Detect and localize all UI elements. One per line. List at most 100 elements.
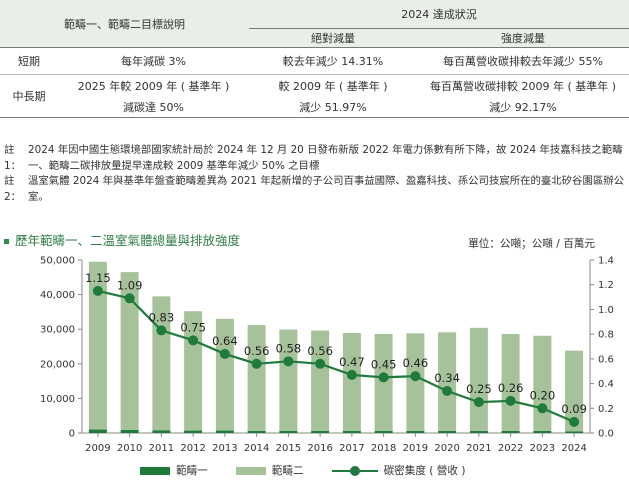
x-tick-label: 2020 [434,443,459,454]
right-tick-label: 0.6 [598,354,614,365]
mid-intensity-line2: 減少 92.17% [417,96,629,118]
bar-scope1 [406,430,425,433]
intensity-data-label: 1.09 [117,278,143,292]
intensity-point [410,371,421,382]
chart-legend: 範疇一 範疇二 碳密集度 ( 營收 ) [140,463,494,478]
x-tick-label: 2009 [85,443,110,454]
x-tick-label: 2011 [149,443,174,454]
chart-units: 單位：公噸；公噸 / 百萬元 [468,238,595,250]
bar-scope2 [374,334,393,431]
bar-scope1 [279,430,298,433]
bar-scope1 [215,430,234,433]
table-subheader-absolute: 絕對減量 [249,28,417,48]
x-tick-label: 2019 [403,443,428,454]
bar-scope2 [120,272,139,430]
x-tick-label: 2021 [466,443,491,454]
x-tick-label: 2023 [530,443,555,454]
legend-intensity: 碳密集度 ( 營收 ) [331,463,466,478]
legend-scope2-label: 範疇二 [271,465,304,477]
right-tick-label: 0.2 [598,404,614,415]
bar-scope2 [438,332,457,431]
intensity-point [156,325,167,336]
legend-scope1-swatch [140,466,170,475]
right-tick-label: 1.4 [598,256,614,267]
mid-target-line2: 減碳達 50% [58,96,249,118]
bar-scope1 [374,430,393,433]
bar-scope1 [88,429,107,433]
bar-scope1 [311,430,330,433]
bar-scope1 [469,430,488,433]
intensity-point [283,356,294,367]
emissions-chart: 0 10,000 20,000 30,000 40,000 50,000 0.0 0.2 0.4… [40,256,614,455]
intensity-data-label: 0.26 [498,381,524,395]
left-tick-label: 30,000 [40,325,75,336]
intensity-data-label: 0.25 [466,382,492,396]
x-tick-label: 2017 [339,443,364,454]
intensity-data-label: 0.56 [307,344,333,358]
short-intensity: 每百萬營收碳排較去年減少 55% [417,47,629,75]
bar-scope2 [279,329,298,431]
footnote-text: 溫室氣體 2024 年與基準年盤查範疇差異為 2021 年起新增的子公司百事益國… [28,175,625,203]
intensity-data-label: 0.46 [403,356,429,370]
bar-scope1 [342,430,361,433]
mid-absolute-line1: 較 2009 年 ( 基準年 ) [278,79,388,93]
right-tick-label: 1.0 [598,305,614,316]
right-tick-label: 0.8 [598,330,614,341]
targets-table: 範疇一、範疇二目標說明 2024 達成狀況 絕對減量 強度減量 短期 每年減碳 … [0,0,629,118]
x-tick-label: 2014 [244,443,269,454]
legend-intensity-swatch [331,465,378,476]
mid-absolute-line2: 減少 51.97% [249,96,417,118]
table-header-status: 2024 達成狀況 [249,0,629,29]
footnote-text: 2024 年因中國生態環境部國家統計局於 2024 年 12 月 20 日發布新… [28,144,623,172]
bar-scope1 [438,430,457,433]
mid-target-line1: 2025 年較 2009 年 ( 基準年 ) [77,79,230,93]
intensity-point [378,372,389,383]
intensity-point [219,348,230,359]
intensity-data-label: 0.75 [180,320,206,334]
bar-scope1 [152,430,171,433]
x-tick-label: 2024 [561,443,586,454]
legend-scope2-swatch [235,466,266,475]
bar-scope2 [565,350,584,432]
table-subheader-intensity: 強度減量 [417,28,629,48]
row-label-short: 短期 [0,47,58,75]
intensity-data-label: 0.83 [149,310,175,324]
intensity-point [315,358,326,369]
intensity-data-label: 0.34 [434,371,460,385]
intensity-point [537,403,548,414]
chart-section-title: 歷年範疇一、二溫室氣體總量與排放強度 [4,230,240,249]
intensity-point [346,369,357,380]
bar-scope2 [88,261,107,430]
footnote-tag: 註 1： [4,144,22,172]
intensity-point [251,358,262,369]
intensity-line [97,289,575,423]
bar-scope1 [247,430,266,433]
legend-scope1: 範疇一 [140,463,208,478]
legend-scope2: 範疇二 [235,463,304,478]
left-tick-label: 40,000 [40,290,75,301]
intensity-data-label: 0.47 [339,355,365,369]
intensity-data-label: 0.64 [212,334,238,348]
intensity-point [569,416,580,427]
intensity-point [442,385,453,396]
bar-scope2 [342,333,361,431]
bar-scope2 [247,325,266,431]
short-absolute: 較去年減少 14.31% [249,47,417,75]
bar-scope1 [533,430,552,433]
table-row-mid: 中長期 2025 年較 2009 年 ( 基準年 ) 較 2009 年 ( 基準… [0,74,629,118]
short-target: 每年減碳 3% [58,47,249,75]
bar-scope2 [469,327,488,431]
bar-scope2 [311,330,330,431]
bar-scope1 [120,429,139,433]
bar-scope1 [565,431,584,433]
footnote-1: 註 1： 2024 年因中國生態環境部國家統計局於 2024 年 12 月 20… [4,143,626,174]
intensity-point [124,293,135,304]
intensity-data-label: 0.20 [530,388,556,402]
intensity-data-label: 0.58 [276,341,302,355]
x-tick-label: 2013 [212,443,237,454]
x-tick-label: 2012 [180,443,205,454]
table-row-short: 短期 每年減碳 3% 較去年減少 14.31% 每百萬營收碳排較去年減少 55% [0,47,629,75]
x-tick-label: 2010 [117,443,142,454]
bar-scope1 [184,430,203,433]
left-tick-label: 0 [69,429,75,440]
